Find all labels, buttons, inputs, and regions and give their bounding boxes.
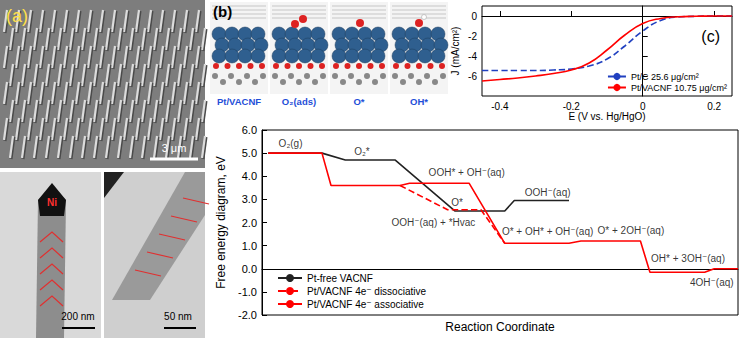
svg-text:Pt/C 25.6 μg/cm²: Pt/C 25.6 μg/cm² (631, 72, 699, 82)
svg-text:-2: -2 (468, 31, 477, 42)
svg-text:4.0: 4.0 (242, 170, 257, 182)
svg-text:-2.0: -2.0 (238, 309, 257, 321)
svg-text:OH*: OH* (410, 96, 428, 107)
svg-text:(a): (a) (6, 6, 28, 26)
svg-text:O₂(g): O₂(g) (279, 138, 303, 149)
svg-text:OOH* + OH⁻(aq): OOH* + OH⁻(aq) (429, 167, 505, 178)
svg-text:E (V vs. Hg/HgO): E (V vs. Hg/HgO) (568, 111, 645, 122)
svg-text:OH* + 3OH⁻(aq): OH* + 3OH⁻(aq) (651, 253, 725, 264)
svg-text:O*: O* (451, 197, 463, 208)
svg-text:50 nm: 50 nm (164, 311, 192, 322)
svg-text:-0.4: -0.4 (491, 101, 509, 112)
svg-text:5.0: 5.0 (242, 147, 257, 159)
svg-text:-1.0: -1.0 (238, 286, 257, 298)
svg-text:Pt/VACNF 4e⁻ associative: Pt/VACNF 4e⁻ associative (307, 299, 424, 310)
svg-text:-6: -6 (468, 71, 477, 82)
svg-text:Pt/VACNF: Pt/VACNF (217, 96, 261, 107)
svg-text:6.0: 6.0 (242, 124, 257, 136)
svg-text:0: 0 (640, 101, 646, 112)
svg-text:O₂*: O₂* (354, 146, 370, 157)
svg-text:(b): (b) (213, 3, 232, 20)
svg-text:(c): (c) (701, 28, 720, 45)
svg-text:2.0: 2.0 (242, 217, 257, 229)
svg-text:OOH⁻(aq): OOH⁻(aq) (525, 187, 571, 198)
svg-text:Pt-free VACNF: Pt-free VACNF (307, 273, 373, 284)
svg-text:0.0: 0.0 (242, 263, 257, 275)
svg-text:Reaction Coordinate: Reaction Coordinate (445, 320, 555, 334)
svg-text:3.0: 3.0 (242, 193, 257, 205)
svg-text:4OH⁻(aq): 4OH⁻(aq) (690, 277, 734, 288)
svg-text:3 μm: 3 μm (162, 142, 187, 154)
svg-text:O* + OH* + OH⁻(aq): O* + OH* + OH⁻(aq) (502, 226, 593, 237)
svg-text:OOH⁻(aq) + *Hvac: OOH⁻(aq) + *Hvac (391, 217, 475, 228)
svg-text:O*: O* (353, 96, 364, 107)
svg-text:1.0: 1.0 (242, 240, 257, 252)
svg-text:Pt/VACNF 4e⁻ dissociative: Pt/VACNF 4e⁻ dissociative (307, 286, 426, 297)
svg-text:J (mA/cm²): J (mA/cm²) (450, 27, 461, 76)
svg-text:-0.2: -0.2 (563, 101, 581, 112)
svg-text:0: 0 (471, 11, 477, 22)
svg-text:Free energy diagram, eV: Free energy diagram, eV (214, 156, 228, 289)
svg-text:Ni: Ni (47, 197, 57, 208)
svg-text:O₂(ads): O₂(ads) (282, 96, 316, 107)
svg-text:Pt/VACNF 10.75 μg/cm²: Pt/VACNF 10.75 μg/cm² (631, 83, 727, 93)
svg-text:200 nm: 200 nm (61, 311, 94, 322)
svg-text:O* + 2OH⁻(aq): O* + 2OH⁻(aq) (598, 225, 665, 236)
svg-text:0.2: 0.2 (707, 101, 721, 112)
svg-text:-4: -4 (468, 51, 477, 62)
